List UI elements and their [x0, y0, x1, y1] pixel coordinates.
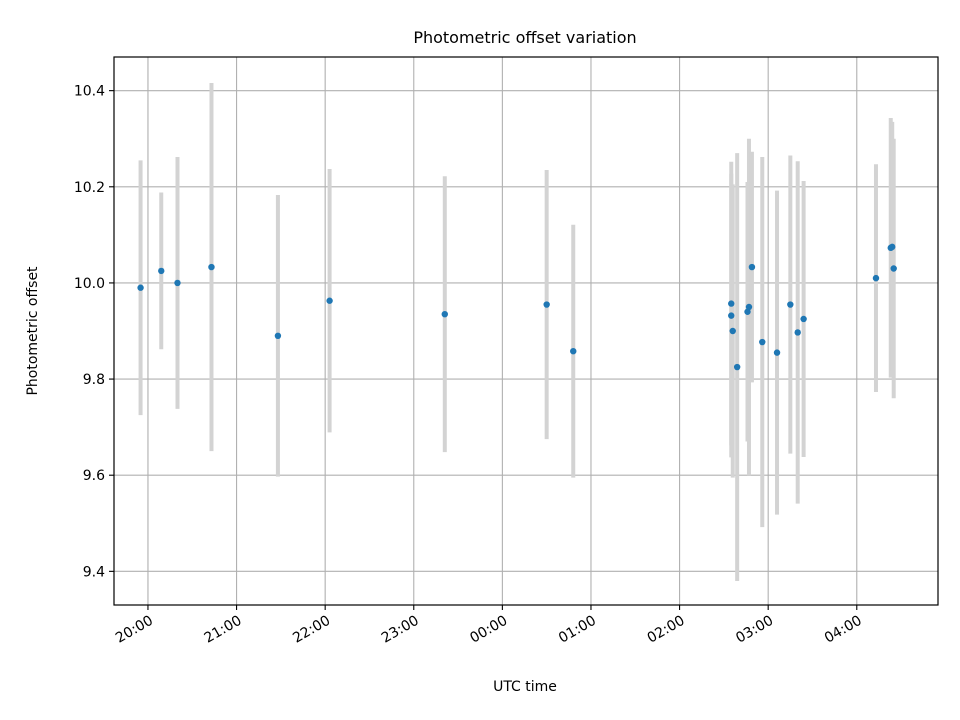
data-point [728, 312, 735, 319]
y-tick-label: 9.4 [83, 564, 105, 580]
data-point [326, 297, 333, 304]
y-axis-ticks: 9.4 9.6 9.8 10.0 10.2 10.4 [74, 84, 114, 580]
data-point [800, 315, 807, 323]
data-point [773, 349, 781, 356]
data-point [208, 263, 215, 271]
data-point [174, 279, 181, 287]
data-point [890, 265, 897, 272]
data-points [137, 243, 897, 371]
grid-lines [114, 57, 938, 605]
plot-area [114, 57, 938, 605]
y-axis-label: Photometric offset [25, 266, 41, 396]
data-point [889, 243, 896, 251]
data-point [274, 332, 282, 340]
data-point [441, 310, 448, 318]
y-tick-label: 10.2 [74, 180, 105, 196]
data-point [570, 347, 577, 355]
data-point [158, 267, 165, 275]
data-point [744, 308, 751, 315]
y-tick-label: 10.0 [74, 276, 105, 292]
data-point [729, 327, 736, 335]
y-tick-label: 10.4 [74, 84, 105, 100]
data-point [733, 363, 741, 371]
data-point [728, 300, 735, 307]
y-tick-label: 9.6 [83, 468, 105, 484]
data-point [137, 284, 144, 291]
data-point [787, 301, 794, 308]
data-point [759, 338, 766, 346]
chart-title: Photometric offset variation [413, 28, 636, 47]
data-point [543, 301, 550, 308]
data-point [748, 263, 756, 271]
x-axis-label: UTC time [493, 679, 557, 695]
data-point [872, 274, 880, 282]
y-tick-label: 9.8 [83, 372, 105, 388]
data-point [794, 329, 801, 336]
data-point [745, 303, 753, 311]
plot-frame [113, 56, 939, 606]
